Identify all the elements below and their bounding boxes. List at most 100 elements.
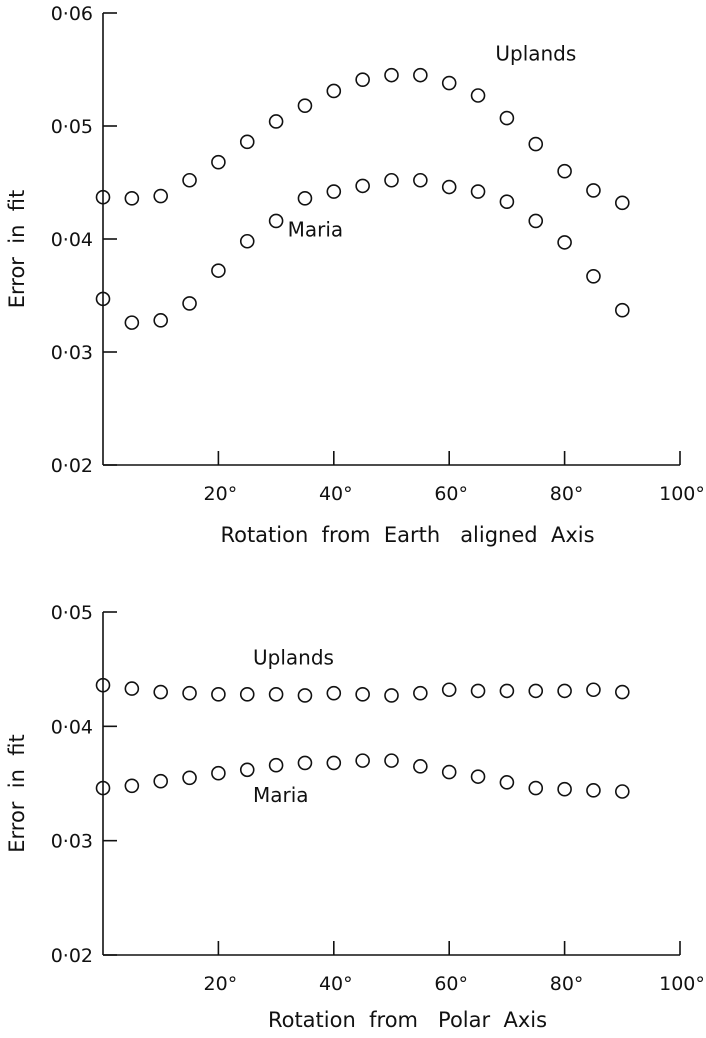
y-tick-label-1-2: 0·04 [51,716,93,738]
maria-point-1-8 [326,755,342,771]
maria-point-0-6 [268,213,284,229]
maria-point-1-6 [268,757,284,773]
uplands-point-1-11 [413,685,428,701]
maria-point-1-7 [297,755,313,771]
y-tick-label-1-1: 0·03 [51,831,93,853]
x-tick-label-0-3: 80° [550,483,584,505]
uplands-point-1-18 [614,684,630,700]
maria-point-0-1 [124,315,140,330]
maria-point-1-0 [95,780,111,796]
uplands-point-0-15 [528,136,544,152]
maria-point-0-9 [355,178,370,194]
y-tick-label-0-2: 0·04 [51,229,93,251]
uplands-point-1-0 [95,677,111,693]
uplands-series-label-0: Uplands [495,41,576,65]
uplands-point-0-11 [413,67,428,83]
x-tick-label-0-2: 60° [434,483,468,505]
uplands-point-1-10 [384,688,399,703]
uplands-point-1-13 [470,683,486,699]
maria-point-0-7 [297,191,313,206]
uplands-point-1-17 [586,682,601,698]
maria-series-label-0: Maria [288,218,344,242]
uplands-point-0-4 [211,154,226,170]
y-tick-label-1-0: 0·02 [51,945,93,967]
x-tick-label-1-1: 40° [319,973,353,995]
x-tick-label-0-4: 100° [659,483,705,505]
maria-point-1-15 [528,780,544,796]
maria-point-1-2 [153,773,168,789]
y-tick-label-0-4: 0·06 [51,3,93,25]
maria-point-1-18 [614,784,630,799]
uplands-point-0-10 [384,67,399,83]
maria-point-0-15 [528,213,544,229]
uplands-point-1-6 [268,687,284,702]
x-tick-label-1-3: 80° [550,973,584,995]
uplands-point-0-14 [499,110,515,126]
uplands-point-0-13 [470,88,486,103]
uplands-point-0-8 [326,83,342,99]
uplands-point-0-1 [124,191,140,206]
x-tick-label-1-0: 20° [204,973,238,995]
maria-point-1-16 [557,781,572,797]
uplands-point-1-12 [441,682,457,698]
maria-point-1-10 [384,753,399,768]
uplands-point-0-7 [297,98,313,113]
maria-series-label-1: Maria [253,783,309,807]
uplands-point-1-3 [182,685,197,701]
maria-point-0-11 [413,172,428,188]
y-tick-label-0-1: 0·03 [51,342,93,364]
y-tick-label-0-0: 0·02 [51,455,93,477]
uplands-point-1-15 [528,683,544,699]
maria-point-1-11 [413,759,428,774]
uplands-point-0-2 [153,188,168,204]
uplands-point-0-3 [182,172,197,188]
y-tick-label-0-3: 0·05 [51,116,93,138]
maria-point-1-5 [239,762,255,778]
uplands-point-0-12 [441,75,457,91]
maria-point-0-3 [182,296,197,311]
y-tick-label-1-3: 0·05 [51,602,93,624]
uplands-point-1-5 [239,687,255,702]
uplands-point-1-8 [326,685,342,701]
x-axis-label-1: Rotation from Polar Axis [268,1008,547,1032]
maria-point-1-14 [499,775,515,790]
uplands-point-0-5 [239,134,255,150]
x-axis-label-0: Rotation from Earth aligned Axis [220,523,594,547]
uplands-point-1-1 [124,681,140,696]
maria-point-0-5 [239,233,255,249]
maria-point-0-17 [586,268,601,284]
uplands-point-0-16 [557,163,572,179]
maria-point-0-4 [211,263,226,278]
maria-point-0-8 [326,184,342,199]
maria-point-0-12 [441,179,457,195]
maria-point-0-13 [470,184,486,199]
uplands-point-1-9 [355,687,370,702]
x-tick-label-0-1: 40° [319,483,353,505]
x-tick-label-1-4: 100° [659,973,705,995]
uplands-point-1-16 [557,683,572,699]
uplands-point-0-17 [586,183,601,198]
maria-point-1-9 [355,753,370,768]
y-axis-label-0: Error in fit [5,190,29,309]
maria-point-1-12 [441,764,457,780]
uplands-series-label-1: Uplands [253,646,334,670]
uplands-point-1-14 [499,683,515,699]
maria-point-1-4 [211,765,226,781]
uplands-point-0-18 [614,195,630,211]
maria-point-0-16 [557,235,572,250]
maria-point-0-0 [95,291,111,307]
y-axis-label-1: Error in fit [5,734,29,853]
uplands-point-0-6 [268,114,284,129]
maria-point-0-10 [384,172,399,188]
x-tick-label-1-2: 60° [434,973,468,995]
maria-point-1-17 [586,783,601,798]
uplands-point-1-4 [211,687,226,702]
uplands-point-0-9 [355,72,370,87]
maria-point-0-18 [614,302,630,318]
maria-point-0-14 [499,194,515,210]
uplands-point-0-0 [95,189,111,205]
maria-point-0-2 [153,313,168,328]
x-tick-label-0-0: 20° [204,483,238,505]
maria-point-1-13 [470,769,486,784]
